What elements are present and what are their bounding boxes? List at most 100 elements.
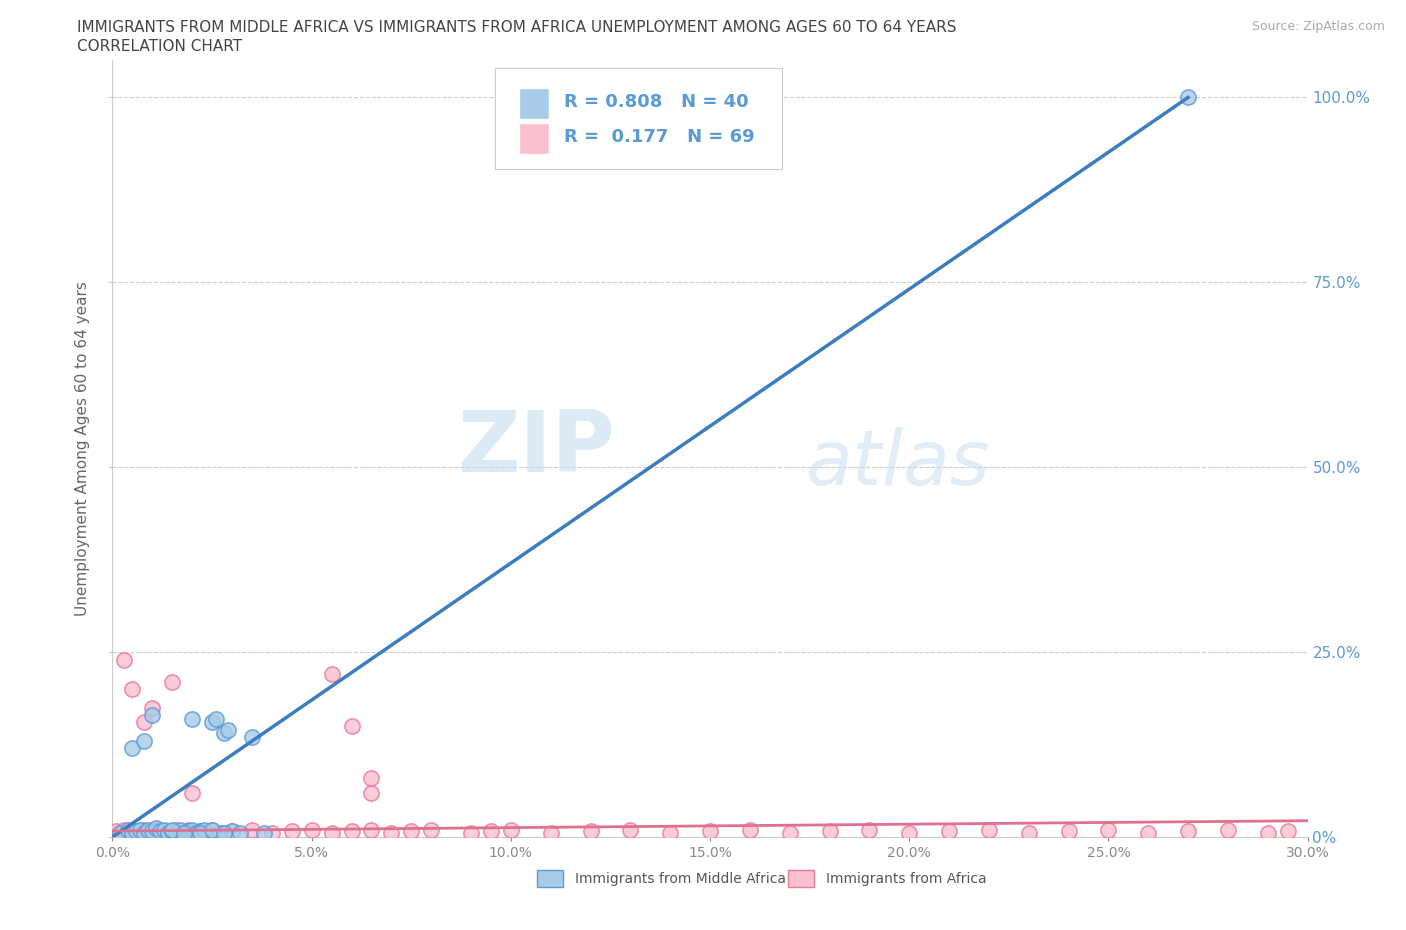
Point bbox=[134, 826, 156, 841]
Point bbox=[169, 826, 191, 841]
Point bbox=[153, 824, 176, 839]
Point bbox=[145, 820, 167, 835]
Point bbox=[157, 826, 180, 841]
Point bbox=[1216, 822, 1239, 837]
Bar bbox=[537, 870, 562, 887]
Point bbox=[157, 826, 180, 841]
Text: CORRELATION CHART: CORRELATION CHART bbox=[77, 39, 242, 54]
Point bbox=[110, 826, 132, 841]
Point bbox=[105, 824, 128, 839]
Bar bbox=[519, 123, 548, 153]
Point bbox=[173, 826, 195, 841]
Point bbox=[145, 822, 167, 837]
Point bbox=[212, 826, 235, 841]
Point bbox=[579, 824, 602, 839]
Text: R = 0.808   N = 40: R = 0.808 N = 40 bbox=[564, 93, 749, 111]
Point bbox=[121, 826, 143, 841]
Point bbox=[181, 785, 204, 800]
Point bbox=[1057, 824, 1080, 839]
Point bbox=[110, 826, 132, 841]
Point bbox=[125, 826, 148, 841]
Point bbox=[221, 824, 243, 839]
Point bbox=[134, 715, 156, 730]
Point bbox=[340, 719, 363, 734]
Point bbox=[1097, 822, 1119, 837]
Point bbox=[321, 826, 343, 841]
Point bbox=[181, 822, 204, 837]
Point bbox=[360, 822, 382, 837]
Point bbox=[149, 826, 172, 841]
Point bbox=[141, 700, 163, 715]
Point bbox=[499, 822, 522, 837]
Point bbox=[898, 826, 921, 841]
Point bbox=[1177, 90, 1199, 105]
Point bbox=[1277, 824, 1299, 839]
Point bbox=[121, 822, 143, 837]
Point bbox=[188, 824, 211, 839]
Point bbox=[659, 826, 682, 841]
Text: ZIP: ZIP bbox=[457, 407, 614, 490]
Bar bbox=[519, 87, 548, 119]
Point bbox=[129, 822, 152, 837]
Point bbox=[281, 824, 304, 839]
Point bbox=[858, 822, 880, 837]
Text: IMMIGRANTS FROM MIDDLE AFRICA VS IMMIGRANTS FROM AFRICA UNEMPLOYMENT AMONG AGES : IMMIGRANTS FROM MIDDLE AFRICA VS IMMIGRA… bbox=[77, 20, 957, 35]
Point bbox=[212, 726, 235, 741]
Point bbox=[619, 822, 641, 837]
Point bbox=[217, 723, 239, 737]
Point bbox=[129, 824, 152, 839]
Point bbox=[114, 822, 135, 837]
Point bbox=[173, 826, 195, 841]
Point bbox=[401, 824, 423, 839]
Point bbox=[240, 730, 263, 745]
Point bbox=[181, 826, 204, 841]
Point bbox=[540, 826, 562, 841]
Point bbox=[738, 822, 761, 837]
Point bbox=[125, 824, 148, 839]
Point bbox=[114, 652, 135, 667]
Point bbox=[221, 824, 243, 839]
Point bbox=[121, 824, 143, 839]
Point bbox=[173, 824, 195, 839]
Text: Source: ZipAtlas.com: Source: ZipAtlas.com bbox=[1251, 20, 1385, 33]
Point bbox=[229, 826, 252, 841]
Point bbox=[138, 826, 160, 841]
Point bbox=[193, 822, 215, 837]
Text: Immigrants from Middle Africa: Immigrants from Middle Africa bbox=[575, 872, 786, 886]
Point bbox=[162, 674, 183, 689]
Point bbox=[1018, 826, 1040, 841]
Point bbox=[138, 822, 160, 837]
Point bbox=[149, 824, 172, 839]
Point bbox=[460, 826, 482, 841]
Point bbox=[699, 824, 721, 839]
Point bbox=[121, 682, 143, 697]
Point bbox=[141, 824, 163, 839]
Point bbox=[779, 826, 801, 841]
Point bbox=[134, 734, 156, 749]
Point bbox=[420, 822, 443, 837]
Point bbox=[169, 822, 191, 837]
Point bbox=[240, 822, 263, 837]
Point bbox=[188, 824, 211, 839]
Text: atlas: atlas bbox=[806, 427, 990, 501]
Point bbox=[121, 741, 143, 756]
FancyBboxPatch shape bbox=[495, 68, 782, 169]
Point bbox=[177, 824, 200, 839]
Point bbox=[141, 824, 163, 839]
Point bbox=[162, 824, 183, 839]
Point bbox=[201, 822, 224, 837]
Point bbox=[380, 826, 402, 841]
Text: R =  0.177   N = 69: R = 0.177 N = 69 bbox=[564, 127, 755, 146]
Point bbox=[253, 826, 276, 841]
Point bbox=[360, 770, 382, 785]
Point bbox=[1177, 824, 1199, 839]
Point bbox=[201, 822, 224, 837]
Point bbox=[977, 822, 1000, 837]
Point bbox=[165, 826, 187, 841]
Text: Immigrants from Africa: Immigrants from Africa bbox=[825, 872, 987, 886]
Point bbox=[1257, 826, 1279, 841]
Bar bbox=[787, 870, 814, 887]
Y-axis label: Unemployment Among Ages 60 to 64 years: Unemployment Among Ages 60 to 64 years bbox=[75, 281, 90, 617]
Point bbox=[301, 822, 323, 837]
Point bbox=[141, 708, 163, 723]
